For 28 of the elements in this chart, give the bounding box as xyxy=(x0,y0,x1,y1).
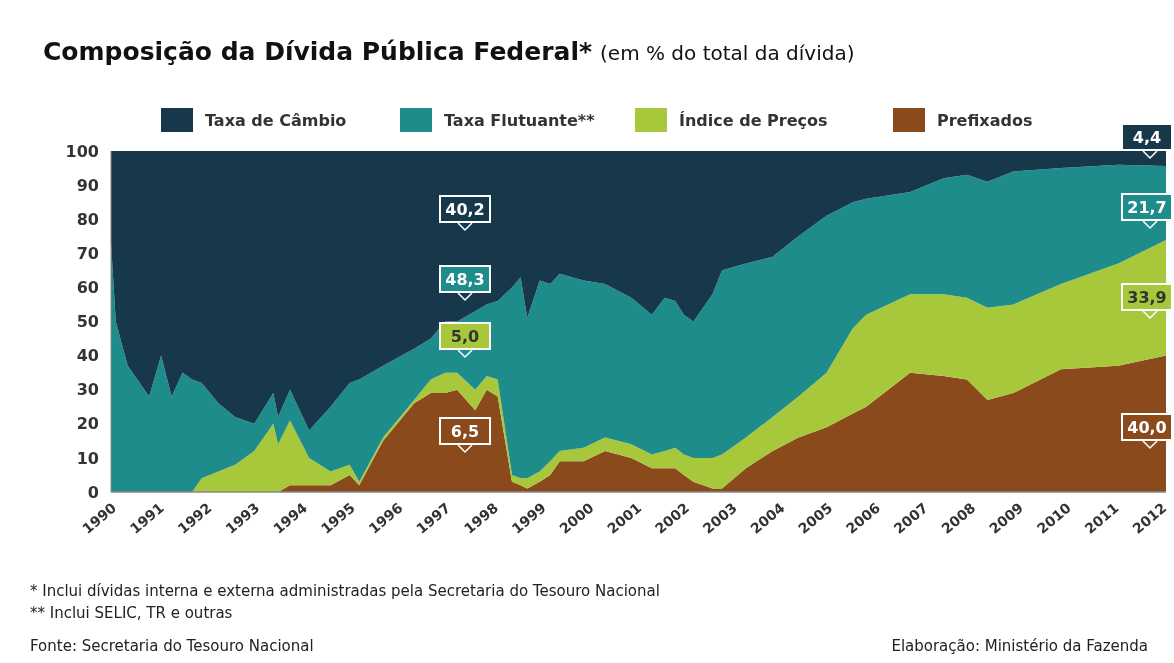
y-tick-label: 0 xyxy=(87,482,99,502)
chart-title: Composição da Dívida Pública Federal* xyxy=(43,37,593,66)
annotation: 33,9 xyxy=(1127,287,1167,307)
legend-label: Taxa Flutuante** xyxy=(444,111,596,130)
y-tick-label: 20 xyxy=(76,414,99,434)
y-tick-label: 30 xyxy=(76,380,99,400)
source-note: Fonte: Secretaria do Tesouro Nacional xyxy=(30,637,314,655)
annotation: 40,2 xyxy=(445,199,485,219)
y-tick-label: 10 xyxy=(76,448,99,468)
annotation: 21,7 xyxy=(1127,197,1167,217)
y-tick-label: 90 xyxy=(76,175,99,195)
text: Elaboração: Ministério da Fazenda xyxy=(891,637,1148,655)
y-tick-label: 70 xyxy=(76,243,99,263)
y-tick-label: 60 xyxy=(76,278,99,297)
y-tick-label: 40 xyxy=(76,346,99,366)
text: * Inclui dívidas interna e externa administradas pela Secretaria do Tesouro Nacional xyxy=(30,582,660,600)
y-tick-label: 100 xyxy=(65,141,99,161)
legend-label: Índice de Preços xyxy=(679,111,828,130)
chart-subtitle: (em % do total da dívida) xyxy=(600,41,855,65)
annotation: 5,0 xyxy=(450,326,480,346)
annotation: 40,0 xyxy=(1127,417,1167,437)
annotation: 48,3 xyxy=(445,269,485,289)
text: ** Inclui SELIC, TR e outras xyxy=(30,604,233,622)
y-tick-label: 50 xyxy=(76,312,99,332)
y-tick-label: 80 xyxy=(76,209,99,229)
annotation: 6,5 xyxy=(450,421,480,441)
legend-label: Taxa de Câmbio xyxy=(205,111,347,130)
legend-label: Prefixados xyxy=(937,111,1033,130)
